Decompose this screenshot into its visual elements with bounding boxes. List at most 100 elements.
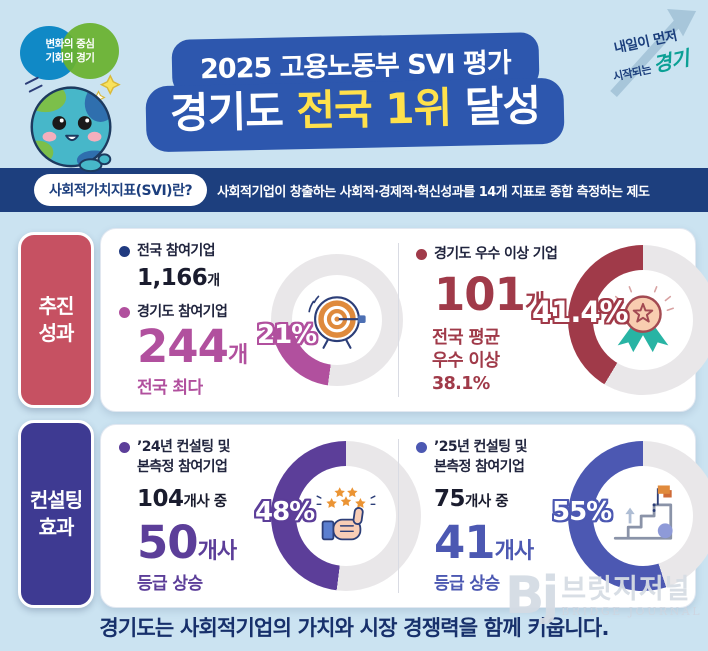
page-title-line2: 경기도 전국 1위 달성: [145, 77, 565, 153]
donut-ring: [271, 254, 403, 386]
stat-label: 경기도 우수 이상 기업: [434, 245, 558, 262]
note-line3: 38.1%: [432, 373, 490, 394]
stat-note: 전국 최다: [137, 378, 203, 399]
value-unit: 개사: [197, 538, 237, 564]
label-line2: 본측정 참여기업: [137, 459, 228, 475]
bullet-dot: [416, 442, 427, 454]
logo-line2: 기회의 경기: [45, 52, 95, 64]
donut-chart-2024: 48%: [255, 441, 421, 591]
value-number: 244: [137, 320, 229, 374]
panel-excellent: 경기도 우수 이상 기업 101개 전국 평균 우수 이상 38.1% 41.4…: [398, 229, 708, 411]
stat-value-accent: 41개사: [434, 520, 568, 565]
label-line1: ’24년 컨설팅 및: [137, 439, 231, 456]
value-unit: 개: [227, 343, 248, 369]
value-unit: 개사: [494, 538, 534, 564]
tab1-line2: 성과: [38, 321, 75, 345]
globe-mascot-icon: [8, 68, 136, 178]
stat-label-row: 경기도 참여기업: [119, 303, 271, 323]
note-line2: 우수 이상: [432, 350, 500, 371]
watermark-english: BRIDGE JOURNAL: [561, 605, 702, 619]
stat-mid-value: 75개사 중: [434, 486, 568, 512]
value-number: 104: [137, 485, 184, 512]
stairs-icon: [568, 441, 708, 591]
value-number: 41: [434, 515, 496, 569]
logo-line1: 변화의 중심: [45, 38, 95, 51]
svi-definition-text: 사회적기업이 창출하는 사회적·경제적·혁신성과를 14개 지표로 종합 측정하…: [217, 184, 650, 200]
stat-label: 경기도 참여기업: [137, 303, 228, 320]
stat-label-row: 경기도 우수 이상 기업: [416, 245, 568, 265]
thumbs-up-icon: [271, 441, 421, 591]
panel-excellent-text: 경기도 우수 이상 기업 101개 전국 평균 우수 이상 38.1%: [416, 245, 568, 396]
stat-value-accent: 244개: [137, 324, 271, 369]
bullet-dot: [119, 442, 130, 454]
donut-percent-label: 21%: [257, 320, 317, 350]
donut-percent-label: 55%: [552, 497, 612, 527]
tab1-line1: 추진: [38, 294, 75, 318]
donut-percent-label: 48%: [255, 497, 315, 527]
stat-mid-value: 104개사 중: [137, 486, 271, 512]
watermark-text: 브릿지저널 BRIDGE JOURNAL: [561, 574, 702, 618]
consulting-card: ’24년 컨설팅 및 본측정 참여기업 104개사 중 50개사 등급 상승 48…: [100, 424, 708, 608]
label-line2: 본측정 참여기업: [434, 459, 525, 475]
donut-chart-participation: 21%: [257, 254, 403, 386]
bullet-dot: [416, 248, 427, 260]
svi-definition-pill: 사회적가치지표(SVI)란?: [34, 174, 208, 206]
tab2-line2: 효과: [38, 515, 75, 539]
donut-chart-excellent: 41.4%: [532, 245, 708, 395]
bullet-dot: [119, 245, 130, 257]
value-unit: 개: [207, 272, 220, 289]
performance-card: 전국 참여기업 1,166개 경기도 참여기업 244개 전국 최다 21%: [100, 228, 708, 412]
donut-ring: [271, 441, 421, 591]
watermark-monogram: Bj: [504, 566, 559, 626]
tab2-line1: 컨설팅: [29, 488, 83, 512]
watermark-korean: 브릿지저널: [561, 574, 691, 605]
note-line1: 전국 평균: [432, 328, 500, 349]
value-number: 75: [434, 485, 466, 512]
value-unit: 개: [524, 291, 545, 317]
donut-chart-2025: 55%: [552, 441, 708, 591]
target-icon: [271, 254, 403, 386]
title-suffix: 달성: [450, 81, 541, 132]
stat-note: 등급 상승: [137, 573, 203, 594]
gyeonggi-logo-badge: 변화의 중심 기회의 경기: [20, 22, 120, 82]
stat-note-multiline: 전국 평균 우수 이상 38.1%: [432, 327, 568, 395]
bullet-dot: [119, 306, 130, 318]
panel-participation-text: 전국 참여기업 1,166개 경기도 참여기업 244개 전국 최다: [119, 242, 271, 398]
value-number: 50: [137, 515, 199, 569]
label-line1: ’25년 컨설팅 및: [434, 439, 528, 456]
panel-participation: 전국 참여기업 1,166개 경기도 참여기업 244개 전국 최다 21%: [101, 229, 403, 411]
title-prefix: 경기도: [169, 86, 297, 138]
value-number: 1,166: [137, 264, 208, 291]
title-highlight: 전국 1위: [295, 82, 452, 136]
medal-icon: [568, 245, 708, 395]
stat-value: 1,166개: [137, 265, 271, 291]
up-arrow-icon: [610, 9, 697, 98]
value-unit: 개사 중: [465, 493, 509, 510]
bridge-journal-watermark: Bj 브릿지저널 BRIDGE JOURNAL: [504, 566, 702, 626]
svi-definition-bar: 사회적가치지표(SVI)란? 사회적기업이 창출하는 사회적·경제적·혁신성과를…: [0, 168, 708, 212]
gyeonggi-slogan: 내일이 먼저 시작되는 경기: [583, 1, 708, 107]
stat-label-row: 전국 참여기업: [119, 242, 271, 262]
stat-value-accent: 101개: [434, 272, 568, 317]
value-unit: 개사 중: [183, 493, 228, 510]
logo-text: 변화의 중심 기회의 경기: [20, 22, 120, 82]
stat-label: 전국 참여기업: [137, 242, 216, 259]
title-banner: 2025 고용노동부 SVI 평가 경기도 전국 1위 달성: [112, 32, 598, 153]
logo-circle-green: [61, 23, 119, 79]
value-number: 101: [434, 268, 526, 322]
stat-value-accent: 50개사: [137, 520, 271, 565]
footer-slogan: 경기도는 사회적기업의 가치와 시장 경쟁력을 함께 키웁니다.: [99, 616, 609, 640]
stat-note: 등급 상승: [434, 573, 500, 594]
donut-percent-label: 41.4%: [532, 295, 629, 329]
